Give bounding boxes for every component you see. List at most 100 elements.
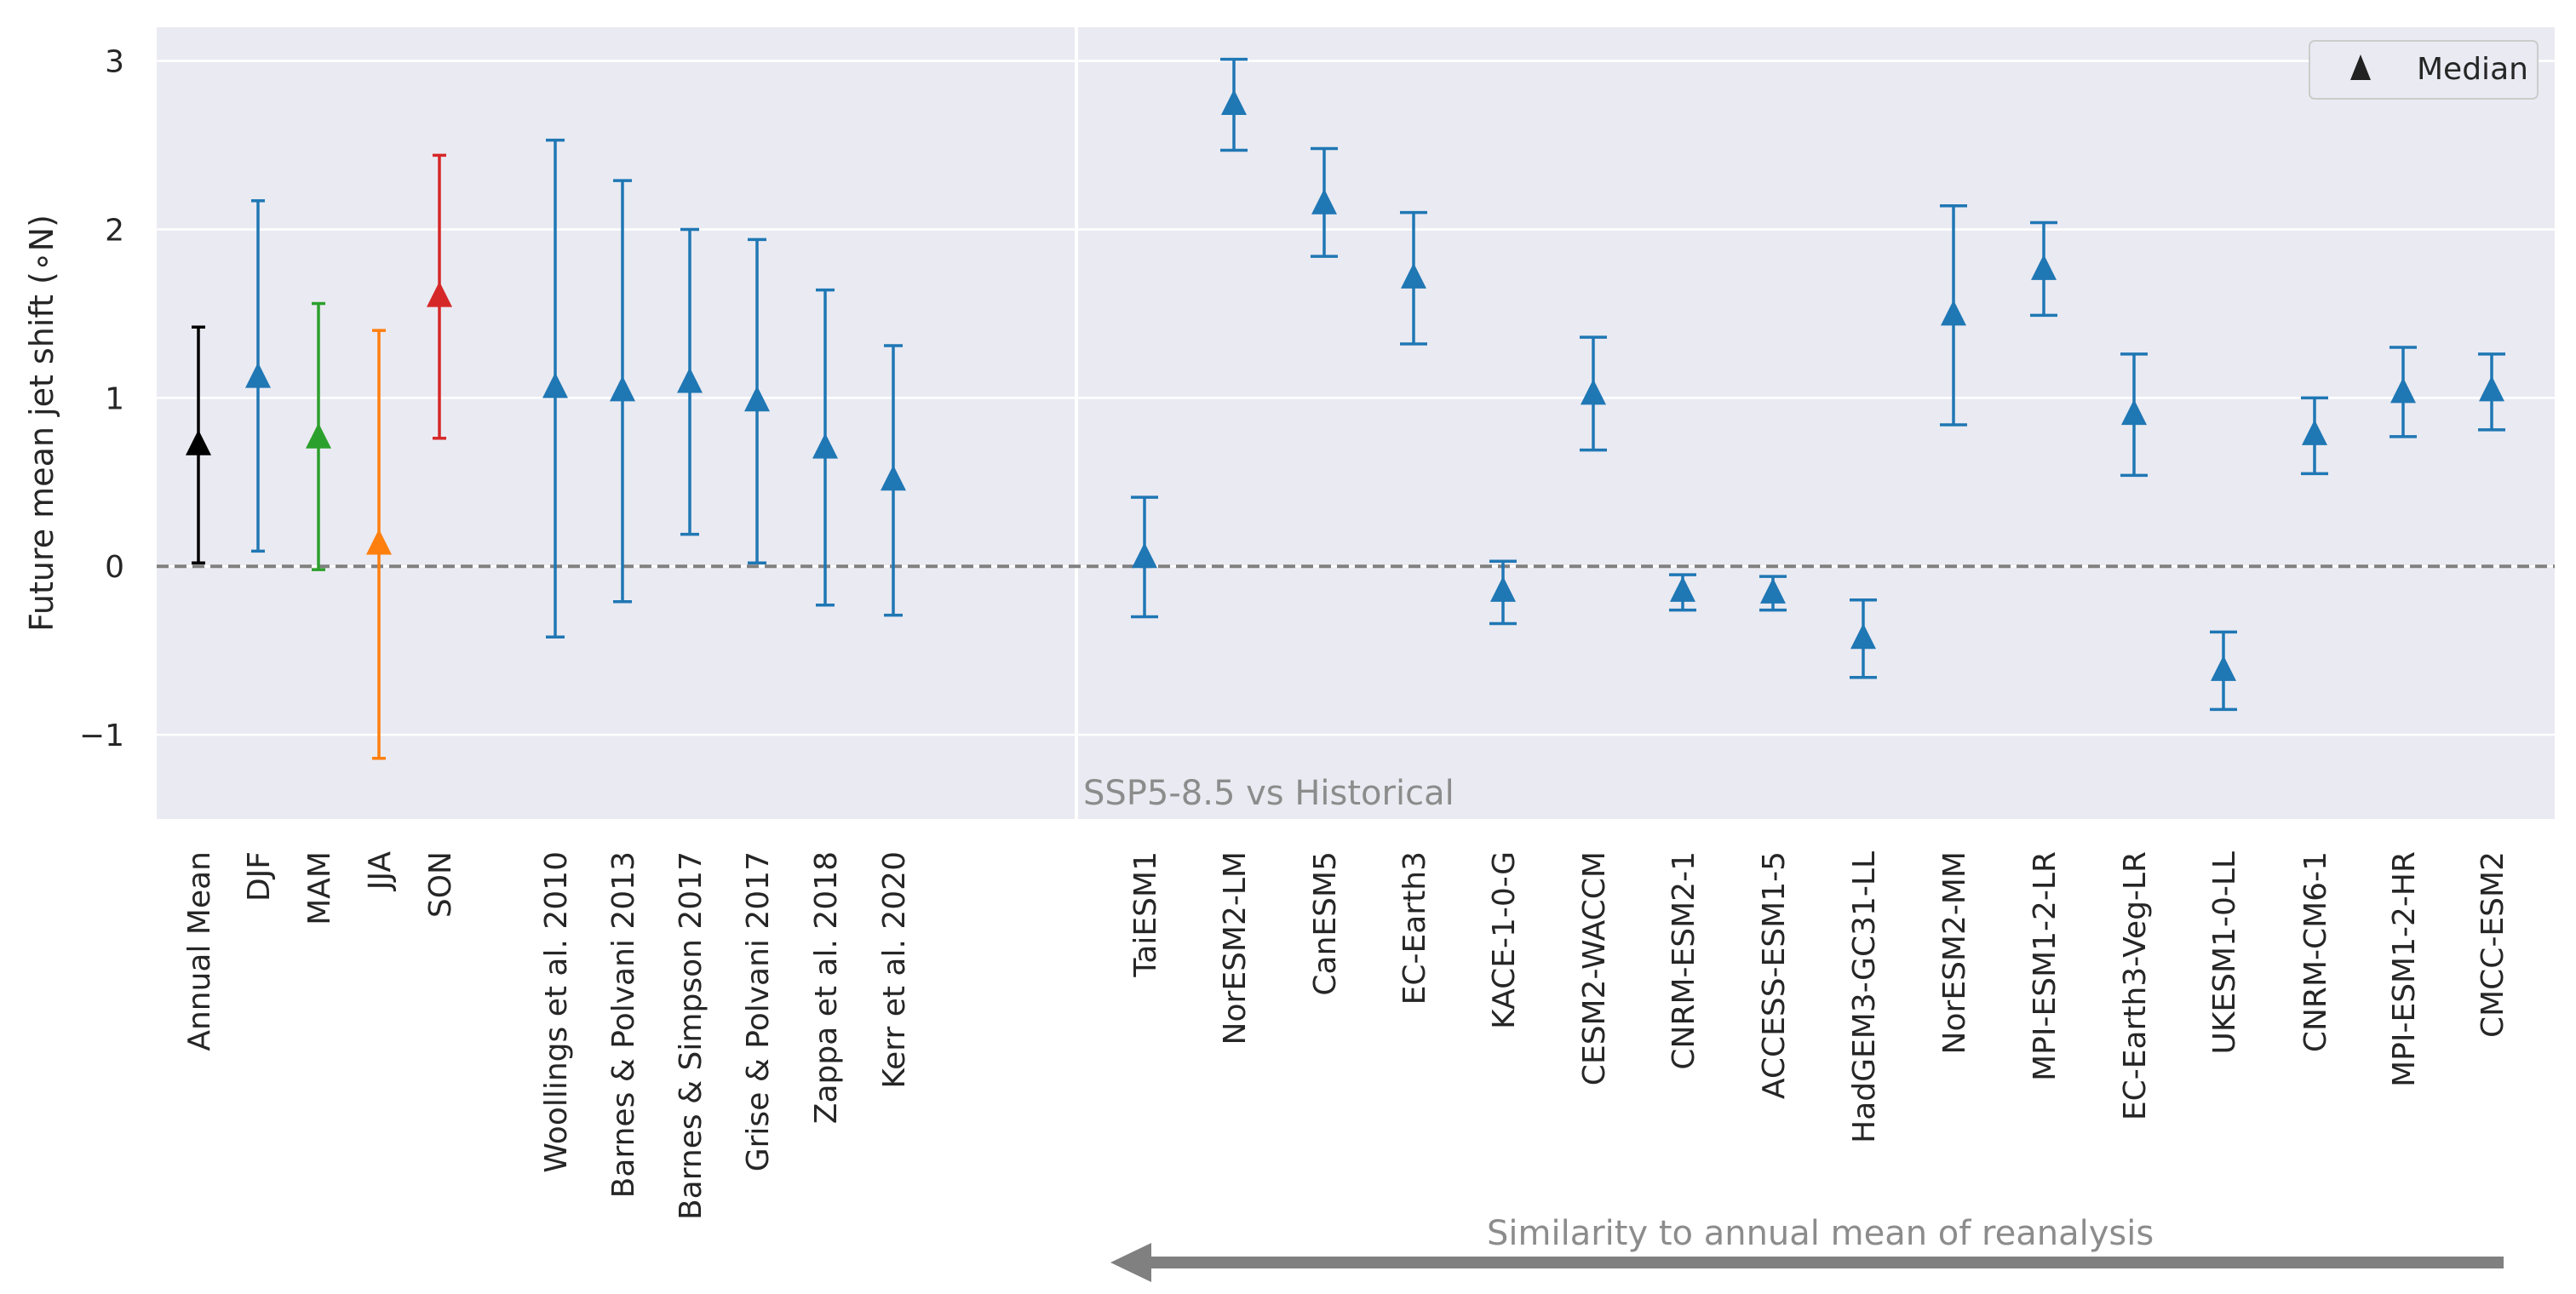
y-tick-label: 1 <box>105 381 124 416</box>
errorbar-point <box>186 325 211 564</box>
x-tick-label: Kerr et al. 2020 <box>877 851 912 1089</box>
similarity-arrowhead <box>1110 1243 1151 1282</box>
x-tick-label: CNRM-ESM2-1 <box>1667 851 1701 1070</box>
median-marker <box>2121 399 2147 426</box>
error-bars <box>186 57 2505 760</box>
errorbar-point <box>1580 335 1607 452</box>
y-tick-labels: −1 0 1 2 3 <box>79 45 124 753</box>
x-tick-label: TaiESM1 <box>1128 851 1163 978</box>
median-marker <box>1670 575 1695 602</box>
errorbar-point <box>1131 495 1158 619</box>
errorbar-point <box>1940 203 1967 427</box>
median-marker <box>1401 262 1426 289</box>
errorbar-point <box>427 153 452 440</box>
errorbar-point <box>1400 210 1427 346</box>
median-marker <box>2302 419 2327 445</box>
errorbar-point <box>1489 559 1517 626</box>
errorbar-point <box>245 199 271 553</box>
errorbar-point <box>366 329 392 760</box>
y-axis-label: Future mean jet shift (∘N) <box>23 215 60 632</box>
x-tick-label: Woollings et al. 2010 <box>539 851 574 1173</box>
median-marker <box>542 372 568 398</box>
errorbar-point <box>1311 146 1338 258</box>
median-marker <box>1760 577 1786 604</box>
errorbar-point <box>542 138 568 639</box>
x-tick-label: MPI-ESM1-2-LR <box>2028 851 2063 1081</box>
x-tick-label: ACCESS-ESM1-5 <box>1757 851 1792 1099</box>
median-marker <box>1490 575 1516 602</box>
median-marker <box>245 362 271 388</box>
median-marker <box>881 465 906 491</box>
errorbar-point <box>2030 220 2057 318</box>
median-marker <box>1311 188 1337 215</box>
errorbar-point <box>2301 396 2328 476</box>
x-tick-label: Barnes & Polvani 2013 <box>606 851 641 1198</box>
x-tick-label: CESM2-WACCM <box>1577 851 1612 1085</box>
errorbar-point <box>610 179 635 604</box>
median-marker <box>1941 300 1966 326</box>
x-tick-label: Barnes & Simpson 2017 <box>674 851 709 1220</box>
x-tick-label: Grise & Polvani 2017 <box>741 851 776 1171</box>
errorbar-point <box>881 344 906 617</box>
x-tick-label: EC-Earth3-Veg-LR <box>2118 851 2153 1120</box>
errorbar-point <box>1759 575 1787 612</box>
plot-background <box>157 27 2555 819</box>
x-tick-label: Zappa et al. 2018 <box>809 851 844 1124</box>
scenario-annotation: SSP5-8.5 vs Historical <box>1083 774 1454 813</box>
x-tick-labels: Annual Mean DJF MAM JJA SON Woollings et al. … <box>182 851 2510 1220</box>
legend-label: Median <box>2417 52 2528 87</box>
similarity-arrow <box>1110 1243 2504 1282</box>
median-marker <box>306 422 331 449</box>
x-tick-label: NorESM2-LM <box>1218 851 1253 1045</box>
errorbar-point <box>1850 598 1877 679</box>
x-tick-label: KACE-1-0-G <box>1487 851 1522 1029</box>
x-tick-label: MPI-ESM1-2-HR <box>2387 851 2422 1087</box>
median-marker <box>2479 375 2504 402</box>
y-tick-label: 3 <box>105 45 124 80</box>
x-tick-label: EC-Earth3 <box>1397 851 1432 1005</box>
errorbar-point <box>1220 57 1248 152</box>
median-marker <box>2390 377 2416 404</box>
legend-triangle-icon <box>2350 54 2371 80</box>
errorbar-point <box>2390 346 2417 438</box>
errorbar-point <box>744 238 770 564</box>
y-tick-label: 2 <box>105 213 124 248</box>
legend: Median <box>2309 40 2539 100</box>
x-tick-label: CanESM5 <box>1308 851 1343 996</box>
median-marker <box>366 529 392 555</box>
errorbar-point <box>812 288 838 607</box>
median-marker <box>1850 623 1876 650</box>
errorbar-point <box>2478 352 2505 432</box>
x-tick-label: MAM <box>302 851 337 925</box>
y-tick-label: −1 <box>79 719 124 753</box>
median-marker <box>2031 254 2057 280</box>
similarity-arrow-label: Similarity to annual mean of reanalysis <box>1487 1214 2154 1253</box>
errorbar-point <box>2210 630 2237 712</box>
x-tick-label: CMCC-ESM2 <box>2476 851 2510 1038</box>
median-marker <box>427 281 452 307</box>
median-marker <box>1221 89 1247 116</box>
x-tick-label: DJF <box>242 851 277 902</box>
x-tick-label: JJA <box>363 851 398 892</box>
errorbar-point <box>677 227 703 536</box>
median-marker <box>744 386 770 412</box>
x-tick-label: HadGEM3-GC31-LL <box>1847 851 1882 1143</box>
median-marker <box>186 429 211 455</box>
median-marker <box>1581 379 1606 405</box>
y-tick-label: 0 <box>105 550 124 585</box>
errorbar-point <box>306 301 331 571</box>
median-marker <box>1132 542 1157 569</box>
errorbar-point <box>2120 352 2148 478</box>
errorbar-point <box>1669 573 1696 612</box>
median-marker <box>677 367 703 393</box>
x-tick-label: UKESM1-0-LL <box>2207 851 2242 1055</box>
x-tick-label: CNRM-CM6-1 <box>2298 851 2333 1052</box>
x-tick-label: SON <box>423 851 458 918</box>
median-marker <box>610 375 635 402</box>
x-tick-label: NorESM2-MM <box>1937 851 1972 1054</box>
median-marker <box>812 432 838 459</box>
x-tick-label: Annual Mean <box>182 851 217 1051</box>
median-marker <box>2211 655 2236 681</box>
legend-box <box>2309 40 2539 100</box>
